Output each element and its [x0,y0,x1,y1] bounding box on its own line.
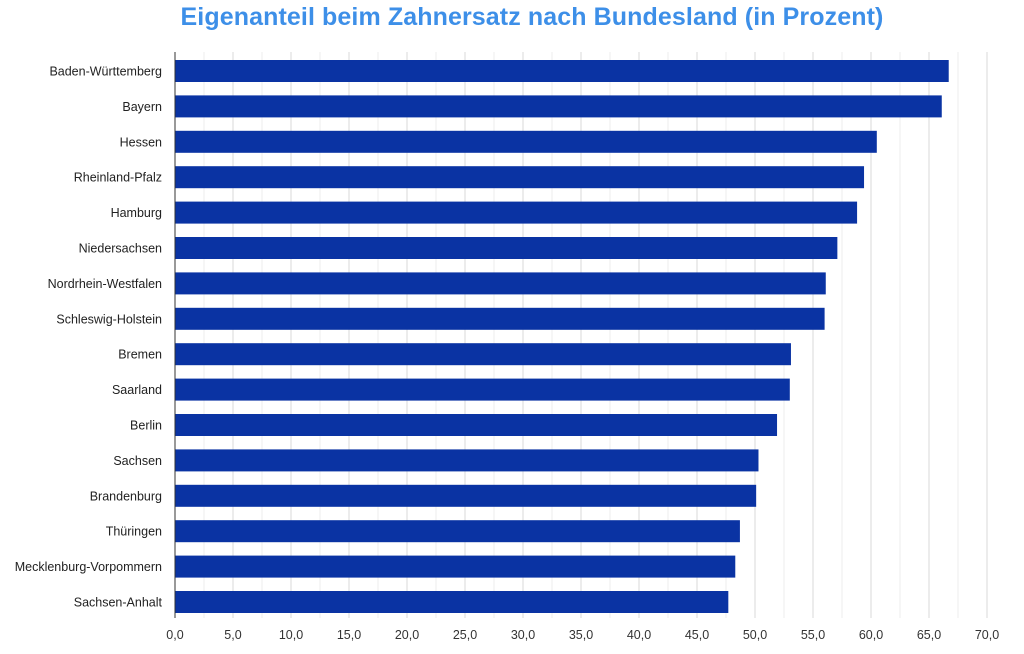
category-label: Brandenburg [90,489,162,503]
bar[interactable] [175,378,790,401]
x-tick-label: 70,0 [975,628,999,642]
chart-title: Eigenanteil beim Zahnersatz nach Bundesl… [180,3,884,31]
category-label: Baden-Württemberg [49,65,162,79]
bar[interactable] [175,166,865,189]
bar[interactable] [175,201,858,224]
x-tick-label: 25,0 [453,628,477,642]
bar[interactable] [175,449,759,472]
x-tick-label: 5,0 [224,628,241,642]
x-tick-label: 50,0 [743,628,767,642]
category-label: Mecklenburg-Vorpommern [15,560,162,574]
category-label: Schleswig-Holstein [56,312,162,326]
bar[interactable] [175,555,736,578]
x-tick-label: 10,0 [279,628,303,642]
bar[interactable] [175,484,757,507]
x-tick-label: 60,0 [859,628,883,642]
category-label: Nordrhein-Westfalen [48,277,162,291]
bar[interactable] [175,520,740,543]
x-tick-label: 35,0 [569,628,593,642]
bar[interactable] [175,237,838,259]
bar[interactable] [175,414,778,436]
category-label: Rheinland-Pfalz [74,171,162,185]
category-label: Sachsen [113,454,162,468]
bar[interactable] [175,343,791,366]
category-labels: Baden-Württemberg Bayern Hessen Rheinland-P… [15,65,163,610]
x-tick-label: 55,0 [801,628,825,642]
bar[interactable] [175,60,949,82]
x-tick-labels: 0,0 5,0 10,0 15,0 20,0 25,0 30,0 35,0 40,0 45,0 50… [166,628,999,642]
category-label: Thüringen [106,525,162,539]
bar[interactable] [175,272,826,295]
category-label: Bayern [122,100,162,114]
x-tick-label: 45,0 [685,628,709,642]
x-tick-label: 20,0 [395,628,419,642]
bar[interactable] [175,591,729,613]
bar[interactable] [175,95,942,118]
category-label: Bremen [118,348,162,362]
x-tick-label: 40,0 [627,628,651,642]
x-tick-label: 65,0 [917,628,941,642]
category-label: Sachsen-Anhalt [74,596,163,610]
bar[interactable] [175,130,877,153]
bar[interactable] [175,307,825,330]
category-label: Hamburg [111,206,162,220]
category-label: Niedersachsen [79,242,162,256]
x-tick-label: 30,0 [511,628,535,642]
bars [175,60,949,613]
category-label: Berlin [130,419,162,433]
x-tick-label: 15,0 [337,628,361,642]
x-tick-label: 0,0 [166,628,183,642]
category-label: Hessen [120,135,162,149]
category-label: Saarland [112,383,162,397]
